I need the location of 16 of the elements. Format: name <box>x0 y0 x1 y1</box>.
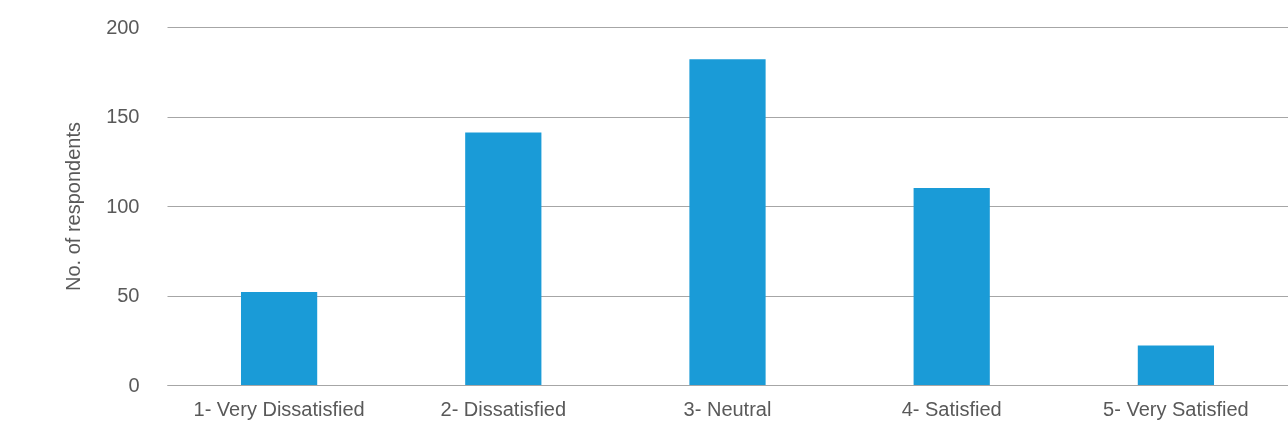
bar <box>689 59 766 385</box>
x-tick-label: 2- Dissatisfied <box>440 397 567 420</box>
y-tick-label: 0 <box>128 373 140 396</box>
y-axis-title: No. of respondents <box>62 122 85 291</box>
x-tick-label: 1- Very Dissatisfied <box>193 397 365 420</box>
bar <box>465 132 542 385</box>
bar <box>1137 345 1215 385</box>
y-tick-label: 50 <box>117 284 140 306</box>
y-tick-label: 100 <box>106 194 140 217</box>
x-tick-label: 5- Very Satisfied <box>1103 397 1249 420</box>
x-tick-label: 4- Satisfied <box>901 397 1002 420</box>
x-tick-label: 3- Neutral <box>683 397 772 420</box>
y-tick-label: 150 <box>106 105 140 127</box>
y-tick-label: 200 <box>106 15 140 38</box>
bar <box>913 188 990 385</box>
bar <box>240 291 318 385</box>
